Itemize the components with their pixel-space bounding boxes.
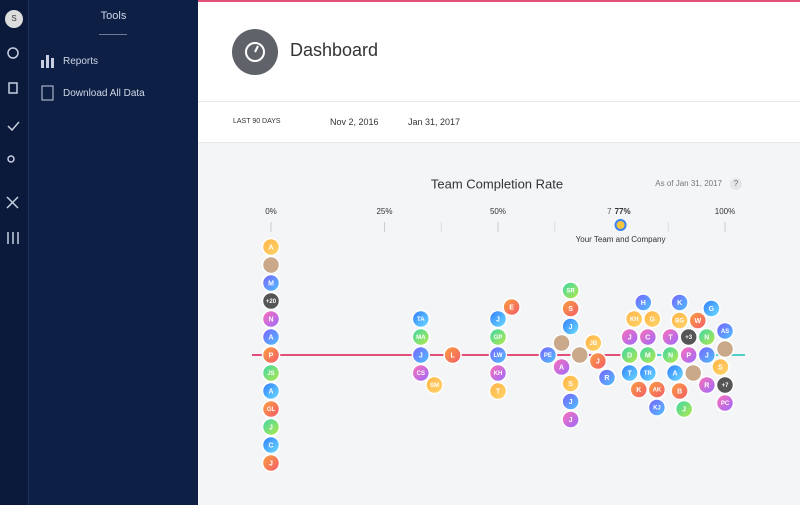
end-date[interactable]: Jan 31, 2017 [408,117,461,127]
sidebar: Tools Reports Download All Data [29,0,198,505]
icon[interactable] [8,82,18,94]
page-title: Dashboard [290,40,379,60]
rail-icons [6,47,20,244]
icon[interactable] [7,47,19,59]
menu-item[interactable]: Reports [63,56,99,67]
icon-rail: S [0,0,29,505]
range-select[interactable]: LAST 90 DAYS [233,118,281,125]
menu-icons [41,55,54,101]
dashboard-icon [232,29,278,75]
icon[interactable] [7,232,19,244]
icon[interactable] [7,155,15,163]
avatar[interactable]: S [5,10,23,28]
header: Dashboard [198,0,800,102]
icon[interactable] [6,196,19,209]
divider [99,34,127,35]
start-date[interactable]: Nov 2, 2016 [330,117,379,127]
icon[interactable] [7,121,20,132]
menu-item[interactable]: Download All Data [63,88,145,99]
section-title: Tools [100,10,127,22]
main: Dashboard LAST 90 DAYS Nov 2, 2016 Jan 3… [198,0,800,505]
filter-bar: LAST 90 DAYS Nov 2, 2016 Jan 31, 2017 [198,101,800,143]
